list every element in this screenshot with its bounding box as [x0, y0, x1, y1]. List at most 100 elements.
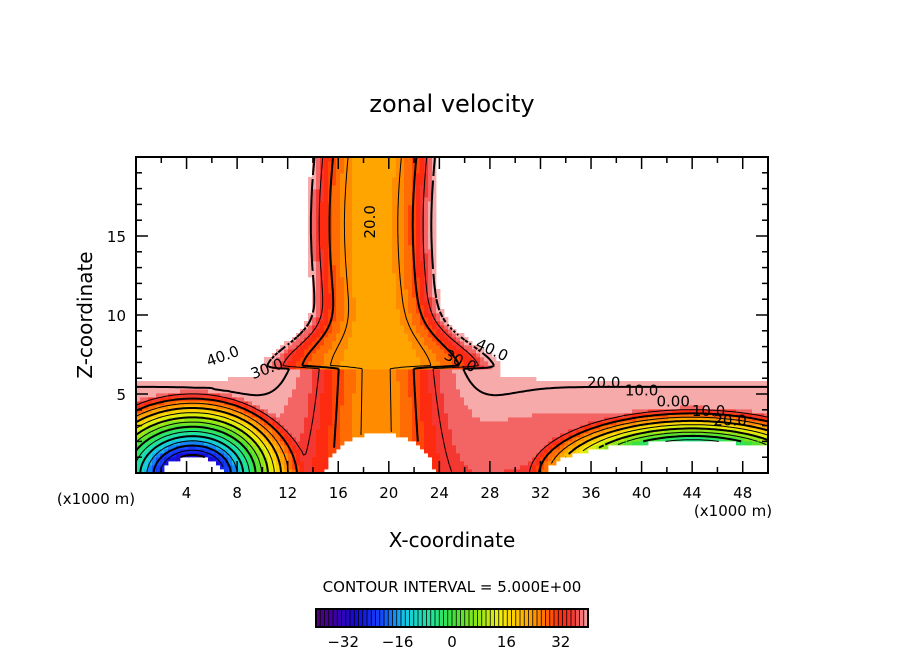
field-cell: [428, 397, 433, 402]
field-cell: [480, 465, 485, 470]
field-cell: [672, 393, 677, 398]
field-cell: [264, 425, 269, 430]
field-cell: [628, 405, 633, 410]
field-cell: [356, 377, 361, 382]
field-cell: [324, 357, 329, 362]
field-cell: [164, 421, 169, 426]
field-cell: [324, 389, 329, 394]
field-cell: [260, 365, 265, 370]
field-cell: [736, 433, 741, 438]
field-cell: [664, 421, 669, 426]
field-cell: [324, 461, 329, 466]
field-cell: [320, 413, 325, 418]
field-cell: [316, 453, 321, 458]
field-cell: [344, 257, 349, 262]
field-cell: [312, 469, 317, 473]
field-cell: [424, 181, 429, 186]
field-cell: [236, 409, 241, 414]
field-cell: [408, 229, 413, 234]
field-cell: [380, 425, 385, 430]
field-cell: [400, 329, 405, 334]
field-cell: [332, 353, 337, 358]
field-cell: [356, 229, 361, 234]
field-cell: [604, 429, 609, 434]
field-cell: [324, 417, 329, 422]
field-cell: [396, 189, 401, 194]
field-cell: [340, 389, 345, 394]
field-cell: [504, 413, 509, 418]
field-cell: [196, 381, 201, 386]
field-cell: [564, 401, 569, 406]
field-cell: [320, 457, 325, 462]
field-cell: [264, 449, 269, 454]
field-cell: [528, 413, 533, 418]
field-cell: [476, 453, 481, 458]
field-cell: [384, 361, 389, 366]
field-cell: [240, 421, 245, 426]
field-cell: [400, 353, 405, 358]
field-cell: [476, 361, 481, 366]
field-cell: [180, 381, 185, 386]
field-cell: [340, 257, 345, 262]
field-cell: [320, 389, 325, 394]
field-cell: [320, 277, 325, 282]
field-cell: [144, 429, 149, 434]
field-cell: [428, 449, 433, 454]
field-cell: [296, 341, 301, 346]
field-cell: [496, 469, 501, 473]
field-cell: [560, 405, 565, 410]
field-cell: [460, 349, 465, 354]
field-cell: [704, 397, 709, 402]
field-cell: [344, 201, 349, 206]
field-cell: [436, 293, 441, 298]
field-cell: [372, 329, 377, 334]
field-cell: [540, 393, 545, 398]
field-cell: [392, 233, 397, 238]
field-cell: [448, 397, 453, 402]
field-cell: [380, 221, 385, 226]
field-cell: [320, 341, 325, 346]
field-cell: [416, 325, 421, 330]
field-cell: [400, 157, 405, 162]
field-cell: [428, 325, 433, 330]
field-cell: [448, 337, 453, 342]
field-cell: [416, 201, 421, 206]
field-cell: [340, 185, 345, 190]
field-cell: [304, 469, 309, 473]
field-cell: [492, 417, 497, 422]
field-cell: [348, 273, 353, 278]
field-cell: [516, 377, 521, 382]
field-cell: [460, 469, 465, 473]
field-cell: [404, 349, 409, 354]
field-cell: [472, 461, 477, 466]
field-cell: [288, 365, 293, 370]
field-cell: [212, 445, 217, 450]
field-cell: [372, 205, 377, 210]
field-cell: [392, 393, 397, 398]
field-cell: [404, 345, 409, 350]
field-cell: [312, 377, 317, 382]
field-cell: [684, 397, 689, 402]
field-cell: [356, 249, 361, 254]
field-cell: [492, 373, 497, 378]
field-cell: [656, 401, 661, 406]
field-cell: [532, 385, 537, 390]
field-cell: [312, 329, 317, 334]
field-cell: [340, 321, 345, 326]
field-cell: [144, 401, 149, 406]
field-cell: [396, 369, 401, 374]
field-cell: [380, 381, 385, 386]
field-cell: [720, 401, 725, 406]
field-cell: [480, 405, 485, 410]
field-cell: [316, 273, 321, 278]
field-cell: [184, 441, 189, 446]
field-cell: [296, 465, 301, 470]
field-cell: [388, 429, 393, 434]
field-cell: [404, 185, 409, 190]
field-cell: [576, 393, 581, 398]
field-cell: [332, 325, 337, 330]
field-cell: [624, 433, 629, 438]
field-cell: [380, 301, 385, 306]
field-cell: [448, 357, 453, 362]
field-cell: [236, 385, 241, 390]
